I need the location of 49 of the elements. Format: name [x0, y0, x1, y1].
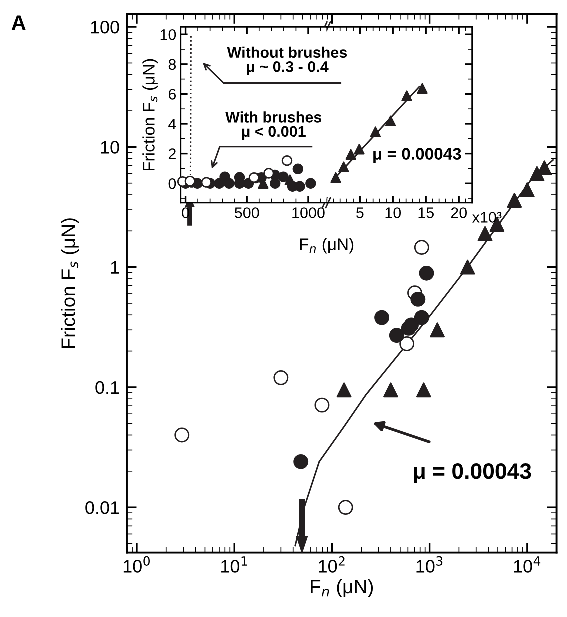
- point: [224, 178, 235, 189]
- point: [201, 177, 212, 188]
- y-tick-label: 2: [168, 148, 176, 160]
- point: [278, 172, 289, 182]
- y-axis-title: Friction F$_{s}$ (μN): [142, 59, 158, 171]
- point: [306, 178, 316, 189]
- point: [330, 172, 342, 184]
- x-tick-label: 500: [234, 208, 260, 218]
- y-tick-label: 0: [168, 178, 176, 190]
- x-tick-label: 10$^{3}$: [416, 556, 443, 573]
- x-tick-label: 10$^{2}$: [319, 556, 345, 573]
- annotation: With brushes μ < 0.001: [226, 112, 322, 140]
- y-tick-label: 6: [168, 89, 176, 100]
- x-axis-title: F$_{n}$ (μN): [311, 579, 374, 598]
- x-tick-label: 1000: [292, 208, 325, 218]
- point: [264, 168, 274, 179]
- point: [370, 126, 382, 138]
- point: [282, 155, 293, 166]
- x-tick-label: 15: [418, 208, 434, 218]
- y-tick-label: 10: [160, 29, 176, 40]
- point: [270, 178, 281, 189]
- point: [346, 149, 356, 160]
- text: A: [12, 16, 26, 30]
- y-tick-label: 100: [91, 21, 120, 34]
- y-tick-label: 10: [101, 141, 120, 154]
- y-tick-label: 4: [168, 119, 176, 130]
- x-tick-label: 10$^{4}$: [514, 556, 541, 573]
- point: [385, 116, 396, 127]
- x-tick-label: 5: [356, 208, 364, 218]
- y-tick-label: 0.01: [86, 502, 120, 514]
- point: [338, 162, 350, 172]
- point: [294, 181, 306, 192]
- point: [292, 164, 304, 175]
- x-axis-title: F$_{n}$ (μN): [300, 238, 354, 254]
- point: [417, 83, 428, 94]
- annotation: μ = 0.00043: [414, 463, 532, 484]
- x-tick-label: 10$^{0}$: [124, 556, 150, 573]
- annotation: x10³: [472, 212, 502, 223]
- y-tick-label: 1: [111, 261, 120, 274]
- y-tick-label: 8: [168, 59, 176, 70]
- y-axis-title: Friction F$_{s}$ (μN): [61, 218, 80, 348]
- x-tick-label: 10: [386, 208, 402, 218]
- point: [354, 144, 365, 155]
- annotation: μ = 0.00043: [374, 148, 462, 164]
- point: [402, 90, 412, 102]
- x-tick-label: 10$^{1}$: [222, 556, 248, 573]
- y-tick-label: 0.1: [96, 381, 120, 394]
- annotation: Without brushes μ ~ 0.3 - 0.4: [227, 46, 348, 76]
- x-tick-label: 20: [451, 208, 468, 218]
